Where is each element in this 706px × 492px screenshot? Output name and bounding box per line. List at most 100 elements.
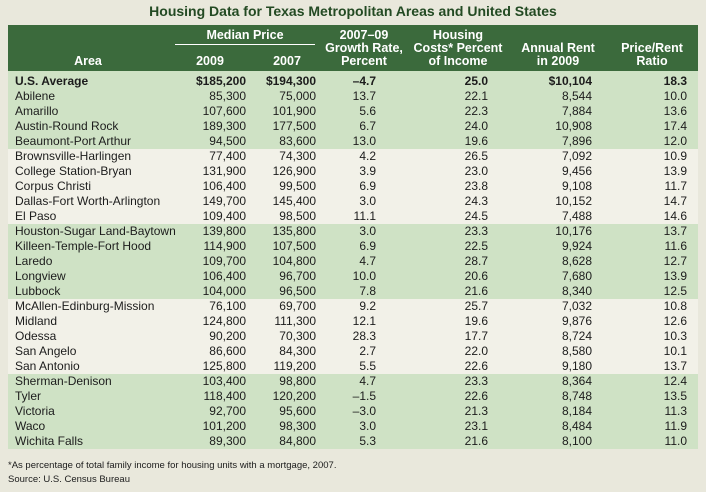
value-cell: 92,700 — [168, 404, 252, 419]
value-cell: 13.5 — [606, 389, 698, 404]
value-cell: 106,400 — [168, 269, 252, 284]
value-cell: 13.7 — [606, 224, 698, 239]
value-cell: 76,100 — [168, 299, 252, 314]
value-cell: 7,884 — [510, 104, 606, 119]
header-2007: 2007 — [252, 52, 322, 71]
value-cell: 96,500 — [252, 284, 322, 299]
value-cell: 9,456 — [510, 164, 606, 179]
table-row: Sherman-Denison 103,400 98,800 4.7 23.3 8,364… — [8, 374, 698, 389]
value-cell: 8,364 — [510, 374, 606, 389]
value-cell: 84,800 — [252, 434, 322, 449]
value-cell: 83,600 — [252, 134, 322, 149]
value-cell: 3.9 — [322, 164, 406, 179]
header-housing: Housing Costs* Percent of Income — [406, 25, 510, 71]
table-row: Wichita Falls 89,300 84,800 5.3 21.6 8,100 11.… — [8, 434, 698, 449]
value-cell: 5.6 — [322, 104, 406, 119]
table-row: Killeen-Temple-Fort Hood 114,900 107,500 6.… — [8, 239, 698, 254]
value-cell: 77,400 — [168, 149, 252, 164]
area-cell: Odessa — [8, 329, 168, 344]
value-cell: 18.3 — [606, 71, 698, 89]
value-cell: 23.3 — [406, 224, 510, 239]
value-cell: 8,580 — [510, 344, 606, 359]
value-cell: 101,900 — [252, 104, 322, 119]
value-cell: 104,000 — [168, 284, 252, 299]
value-cell: 96,700 — [252, 269, 322, 284]
value-cell: 107,600 — [168, 104, 252, 119]
value-cell: 90,200 — [168, 329, 252, 344]
area-cell: Laredo — [8, 254, 168, 269]
value-cell: 149,700 — [168, 194, 252, 209]
table-row: San Antonio 125,800 119,200 5.5 22.6 9,180 13.… — [8, 359, 698, 374]
value-cell: –1.5 — [322, 389, 406, 404]
value-cell: 85,300 — [168, 89, 252, 104]
value-cell: 17.4 — [606, 119, 698, 134]
value-cell: 10.3 — [606, 329, 698, 344]
value-cell: 12.1 — [322, 314, 406, 329]
value-cell: 8,628 — [510, 254, 606, 269]
table-row: Waco 101,200 98,300 3.0 23.1 8,484 11.9 — [8, 419, 698, 434]
value-cell: 119,200 — [252, 359, 322, 374]
value-cell: 22.0 — [406, 344, 510, 359]
value-cell: $10,104 — [510, 71, 606, 89]
table-row: Beaumont-Port Arthur 94,500 83,600 13.0 19.6… — [8, 134, 698, 149]
table-row: Austin-Round Rock 189,300 177,500 6.7 24.0 10… — [8, 119, 698, 134]
area-cell: Midland — [8, 314, 168, 329]
value-cell: 109,400 — [168, 209, 252, 224]
value-cell: 7,488 — [510, 209, 606, 224]
value-cell: 12.7 — [606, 254, 698, 269]
value-cell: 13.0 — [322, 134, 406, 149]
value-cell: 24.3 — [406, 194, 510, 209]
header-rent: Annual Rent in 2009 — [510, 25, 606, 71]
value-cell: 10,176 — [510, 224, 606, 239]
value-cell: 19.6 — [406, 134, 510, 149]
value-cell: 23.0 — [406, 164, 510, 179]
area-cell: Lubbock — [8, 284, 168, 299]
value-cell: 8,340 — [510, 284, 606, 299]
value-cell: 23.3 — [406, 374, 510, 389]
value-cell: 11.0 — [606, 434, 698, 449]
table-row: College Station-Bryan 131,900 126,900 3.9 23… — [8, 164, 698, 179]
value-cell: 124,800 — [168, 314, 252, 329]
area-cell: College Station-Bryan — [8, 164, 168, 179]
value-cell: 13.7 — [606, 359, 698, 374]
table-row: Victoria 92,700 95,600 –3.0 21.3 8,184 11.3 — [8, 404, 698, 419]
area-cell: Killeen-Temple-Fort Hood — [8, 239, 168, 254]
value-cell: 13.7 — [322, 89, 406, 104]
value-cell: 22.6 — [406, 359, 510, 374]
area-cell: El Paso — [8, 209, 168, 224]
value-cell: 86,600 — [168, 344, 252, 359]
value-cell: 22.3 — [406, 104, 510, 119]
value-cell: 101,200 — [168, 419, 252, 434]
area-cell: Tyler — [8, 389, 168, 404]
area-cell: Houston-Sugar Land-Baytown — [8, 224, 176, 239]
value-cell: 104,800 — [252, 254, 322, 269]
value-cell: 10.1 — [606, 344, 698, 359]
header-area: Area — [8, 25, 168, 71]
value-cell: 95,600 — [252, 404, 322, 419]
value-cell: 107,500 — [252, 239, 322, 254]
value-cell: 9,108 — [510, 179, 606, 194]
value-cell: 11.7 — [606, 179, 698, 194]
area-cell: Victoria — [8, 404, 168, 419]
table-row: San Angelo 86,600 84,300 2.7 22.0 8,580 10.1 — [8, 344, 698, 359]
area-cell: McAllen-Edinburg-Mission — [8, 299, 168, 314]
value-cell: 10.0 — [322, 269, 406, 284]
value-cell: 6.9 — [322, 239, 406, 254]
value-cell: 189,300 — [168, 119, 252, 134]
table-row: Brownsville-Harlingen 77,400 74,300 4.2 26.5… — [8, 149, 698, 164]
value-cell: 21.3 — [406, 404, 510, 419]
area-cell: San Angelo — [8, 344, 168, 359]
housing-table: Area Median Price 2007–09 Growth Rate, P… — [8, 25, 698, 449]
value-cell: 103,400 — [168, 374, 252, 389]
area-cell: Longview — [8, 269, 168, 284]
value-cell: 10.9 — [606, 149, 698, 164]
value-cell: 109,700 — [168, 254, 252, 269]
table-row: U.S. Average $185,200 $194,300 –4.7 25.0 $10,… — [8, 71, 698, 89]
value-cell: 23.8 — [406, 179, 510, 194]
area-cell: Sherman-Denison — [8, 374, 168, 389]
value-cell: 24.5 — [406, 209, 510, 224]
value-cell: 11.3 — [606, 404, 698, 419]
value-cell: 22.6 — [406, 389, 510, 404]
value-cell: 7,092 — [510, 149, 606, 164]
table-row: Tyler 118,400 120,200 –1.5 22.6 8,748 13.5 — [8, 389, 698, 404]
